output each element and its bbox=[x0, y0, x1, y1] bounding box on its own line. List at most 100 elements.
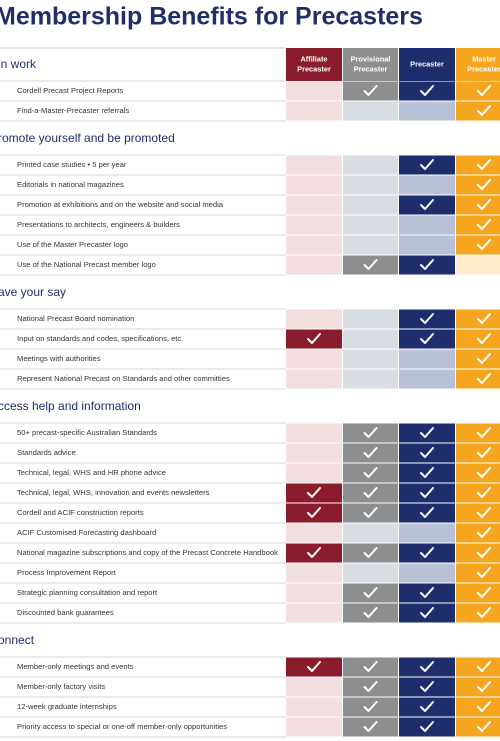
checkmark bbox=[420, 487, 434, 498]
checkmark bbox=[477, 721, 491, 732]
checkmark bbox=[477, 427, 491, 438]
cell bbox=[399, 697, 455, 717]
row-label: Priority access to special or one-off me… bbox=[17, 722, 227, 731]
cell bbox=[399, 101, 455, 121]
cell bbox=[399, 677, 455, 697]
checkmark bbox=[477, 507, 491, 518]
checkmark bbox=[420, 467, 434, 478]
cell bbox=[286, 215, 342, 235]
checkmark bbox=[363, 587, 378, 598]
row-label: Presentations to architects, engineers &… bbox=[17, 220, 180, 229]
checkmark bbox=[420, 547, 434, 558]
row-label: Find-a-Master-Precaster referrals bbox=[17, 106, 129, 115]
column-header-label: Master bbox=[472, 54, 496, 63]
cell bbox=[399, 563, 455, 583]
cell bbox=[286, 255, 342, 275]
cell bbox=[286, 155, 342, 175]
row-label: Process Improvement Report bbox=[17, 568, 117, 577]
cell bbox=[343, 235, 398, 255]
cell bbox=[343, 81, 398, 101]
cell bbox=[456, 255, 500, 275]
checkmark bbox=[420, 259, 434, 270]
row-label: Cordell and ACIF construction reports bbox=[17, 508, 144, 517]
checkmark bbox=[420, 587, 434, 598]
checkmark bbox=[363, 507, 378, 518]
checkmark bbox=[477, 219, 491, 230]
cell bbox=[343, 215, 398, 235]
checkmark bbox=[307, 661, 321, 672]
section-title: onnect bbox=[0, 633, 35, 647]
cell bbox=[343, 195, 398, 215]
cell bbox=[286, 583, 342, 603]
cell bbox=[399, 175, 455, 195]
cell bbox=[286, 717, 342, 737]
checkmark bbox=[477, 199, 491, 210]
checkmark bbox=[363, 487, 378, 498]
checkmark bbox=[363, 85, 378, 96]
checkmark bbox=[477, 447, 491, 458]
cell bbox=[343, 423, 398, 443]
row-label: Printed case studies • 5 per year bbox=[17, 160, 127, 169]
checkmark bbox=[477, 681, 491, 692]
checkmark bbox=[477, 373, 491, 384]
cell bbox=[399, 215, 455, 235]
checkmark bbox=[477, 85, 491, 96]
checkmark bbox=[420, 661, 434, 672]
checkmark bbox=[477, 587, 491, 598]
cell bbox=[399, 155, 455, 175]
checkmark bbox=[363, 681, 378, 692]
cell bbox=[343, 155, 398, 175]
cell bbox=[343, 503, 398, 523]
row-label: ACIF Customised Forecasting dashboard bbox=[17, 528, 156, 537]
checkmark bbox=[363, 607, 378, 618]
checkmark bbox=[363, 701, 378, 712]
row-label: Standards advice bbox=[17, 448, 76, 457]
cell bbox=[286, 195, 342, 215]
row-label: Represent National Precast on Standards … bbox=[17, 374, 230, 383]
checkmark bbox=[420, 313, 434, 324]
cell bbox=[343, 677, 398, 697]
checkmark bbox=[307, 333, 321, 344]
cell bbox=[286, 309, 342, 329]
cell bbox=[286, 697, 342, 717]
cell bbox=[399, 543, 455, 563]
row-label: Meetings with authorities bbox=[17, 354, 101, 363]
checkmark bbox=[420, 85, 434, 96]
cell bbox=[286, 603, 342, 623]
cell bbox=[399, 255, 455, 275]
cell bbox=[399, 717, 455, 737]
cell bbox=[343, 563, 398, 583]
row-label: Member-only meetings and events bbox=[17, 662, 134, 671]
cell bbox=[399, 369, 455, 389]
checkmark bbox=[477, 353, 491, 364]
checkmark bbox=[477, 661, 491, 672]
cell bbox=[399, 195, 455, 215]
checkmark bbox=[477, 487, 491, 498]
cell bbox=[399, 583, 455, 603]
cell bbox=[343, 697, 398, 717]
row-label: Technical, legal, WHS and HR phone advic… bbox=[17, 468, 166, 477]
cell bbox=[399, 657, 455, 677]
cell bbox=[286, 175, 342, 195]
cell bbox=[399, 463, 455, 483]
cell bbox=[343, 255, 398, 275]
cell bbox=[343, 329, 398, 349]
cell bbox=[286, 483, 342, 503]
cell bbox=[343, 483, 398, 503]
checkmark bbox=[420, 701, 434, 712]
checkmark bbox=[477, 105, 491, 116]
checkmark bbox=[477, 179, 491, 190]
checkmark bbox=[477, 239, 491, 250]
cell bbox=[286, 563, 342, 583]
row-label: Use of the National Precast member logo bbox=[17, 260, 156, 269]
checkmark bbox=[307, 487, 321, 498]
cell bbox=[286, 503, 342, 523]
checkmark bbox=[477, 159, 491, 170]
checkmark bbox=[477, 313, 491, 324]
cell bbox=[343, 523, 398, 543]
cell bbox=[343, 657, 398, 677]
checkmark bbox=[363, 467, 378, 478]
cell bbox=[399, 443, 455, 463]
checkmark bbox=[477, 467, 491, 478]
row-label: Use of the Master Precaster logo bbox=[17, 240, 128, 249]
